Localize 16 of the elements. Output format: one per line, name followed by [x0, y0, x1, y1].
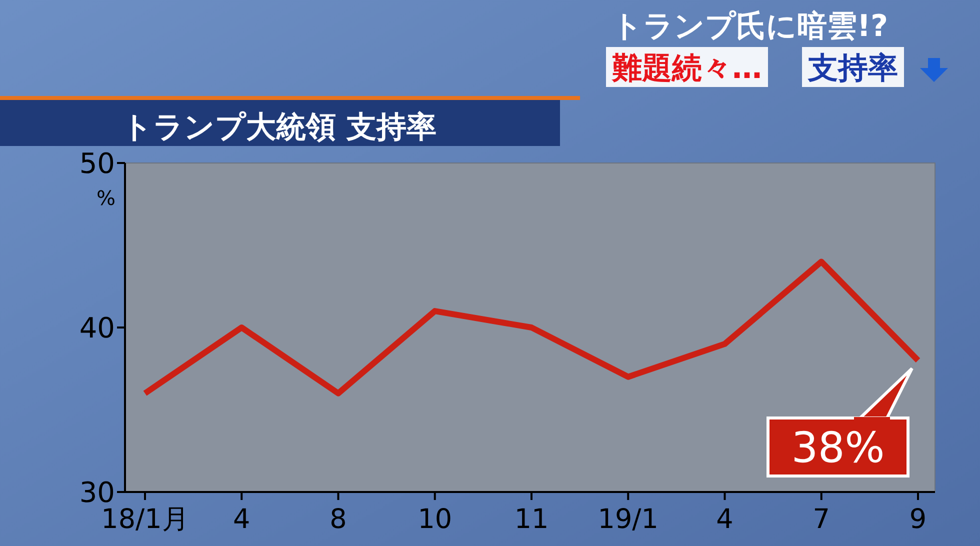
chart-title: トランプ大統領 支持率 [122, 110, 436, 145]
x-tick-label: 11 [514, 504, 549, 535]
y-tick-label: 50 [79, 147, 115, 180]
text: 支持率 [807, 51, 898, 86]
x-tick-label: 9 [909, 504, 927, 535]
x-tick-label: 10 [418, 504, 452, 535]
text: 難題続々… [611, 51, 762, 86]
x-tick-label: 8 [330, 504, 347, 535]
annotation: 38% [791, 423, 885, 472]
x-tick-label: 7 [812, 504, 830, 535]
x-tick-label: 4 [233, 504, 250, 535]
x-tick-label: 19/1 [598, 504, 658, 535]
x-tick-label: 4 [716, 504, 734, 535]
y-tick-label: 40 [79, 312, 115, 344]
y-axis-title: % [96, 186, 116, 210]
text: トランプ氏に暗雲!? [612, 9, 888, 44]
